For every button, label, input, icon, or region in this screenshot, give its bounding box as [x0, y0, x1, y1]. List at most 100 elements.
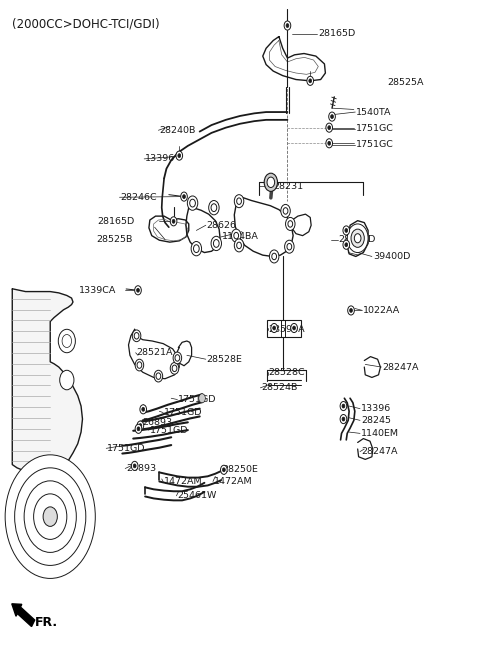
Circle shape — [176, 151, 182, 160]
Circle shape — [137, 289, 139, 292]
Text: 28231: 28231 — [273, 182, 303, 191]
Circle shape — [351, 229, 364, 247]
Circle shape — [331, 115, 334, 119]
Circle shape — [180, 192, 187, 201]
Circle shape — [60, 370, 74, 390]
Text: 28593A: 28593A — [268, 325, 305, 335]
Circle shape — [142, 407, 144, 411]
Circle shape — [309, 79, 312, 83]
Text: 1751GD: 1751GD — [150, 426, 188, 435]
Text: 1751GC: 1751GC — [356, 140, 394, 149]
Text: 28165D: 28165D — [318, 30, 356, 39]
Circle shape — [287, 243, 292, 250]
Text: 28525A: 28525A — [387, 77, 423, 87]
Circle shape — [284, 21, 291, 30]
Circle shape — [182, 195, 185, 199]
Circle shape — [345, 243, 348, 247]
Circle shape — [132, 330, 141, 342]
Circle shape — [172, 219, 175, 223]
Circle shape — [340, 401, 347, 411]
Text: 1140EM: 1140EM — [361, 429, 399, 438]
Circle shape — [269, 250, 279, 263]
Text: 28528E: 28528E — [207, 355, 243, 363]
Text: 1540TA: 1540TA — [356, 108, 392, 117]
Circle shape — [211, 236, 221, 251]
Circle shape — [190, 199, 195, 207]
Circle shape — [329, 112, 336, 121]
Text: 1751GC: 1751GC — [356, 125, 394, 133]
Text: 28528C: 28528C — [268, 368, 305, 377]
Circle shape — [222, 468, 225, 472]
Circle shape — [343, 240, 349, 249]
Circle shape — [135, 424, 142, 434]
Circle shape — [156, 373, 161, 379]
Polygon shape — [12, 289, 83, 475]
Circle shape — [348, 306, 354, 315]
Text: 25461W: 25461W — [178, 491, 217, 501]
Circle shape — [5, 455, 96, 579]
Circle shape — [135, 359, 144, 371]
Circle shape — [214, 239, 219, 247]
Circle shape — [220, 465, 227, 474]
Text: 1022AA: 1022AA — [363, 306, 401, 315]
Circle shape — [173, 352, 181, 364]
Circle shape — [133, 464, 136, 468]
Circle shape — [237, 198, 241, 205]
Circle shape — [154, 370, 163, 382]
Text: (2000CC>DOHC-TCI/GDI): (2000CC>DOHC-TCI/GDI) — [12, 17, 160, 30]
Text: 28524B: 28524B — [261, 383, 298, 392]
Text: 28165D: 28165D — [97, 217, 135, 226]
Circle shape — [349, 308, 352, 312]
Text: 13396: 13396 — [145, 154, 175, 163]
FancyArrow shape — [12, 604, 35, 626]
Circle shape — [199, 394, 205, 403]
Circle shape — [285, 240, 294, 253]
Circle shape — [140, 405, 146, 414]
Circle shape — [211, 204, 217, 212]
Circle shape — [135, 286, 141, 295]
Circle shape — [137, 427, 140, 431]
Circle shape — [231, 229, 241, 242]
Text: 1751GD: 1751GD — [107, 444, 145, 453]
Text: 1751GD: 1751GD — [164, 408, 203, 417]
Circle shape — [237, 242, 241, 249]
Text: 1472AM: 1472AM — [164, 477, 203, 486]
Circle shape — [283, 208, 288, 214]
Text: 39400D: 39400D — [373, 252, 410, 261]
Text: 26893: 26893 — [126, 464, 156, 473]
Circle shape — [132, 461, 138, 470]
Circle shape — [134, 333, 139, 339]
Text: 28246C: 28246C — [120, 193, 157, 202]
Circle shape — [342, 404, 345, 408]
Text: 28245: 28245 — [361, 416, 391, 425]
Circle shape — [354, 234, 361, 243]
Circle shape — [58, 329, 75, 353]
Text: 1751GD: 1751GD — [179, 395, 217, 404]
Bar — [266, 320, 301, 337]
Circle shape — [272, 253, 276, 260]
Circle shape — [288, 220, 293, 227]
Circle shape — [191, 241, 202, 256]
Circle shape — [326, 123, 333, 133]
Circle shape — [293, 326, 296, 330]
Circle shape — [14, 468, 86, 565]
Text: 1154BA: 1154BA — [222, 232, 259, 241]
Circle shape — [347, 224, 368, 253]
Circle shape — [273, 326, 276, 330]
Text: 28240B: 28240B — [159, 126, 196, 134]
Circle shape — [234, 232, 239, 239]
Circle shape — [264, 173, 277, 192]
Circle shape — [209, 201, 219, 215]
Text: 28250E: 28250E — [222, 465, 258, 474]
Circle shape — [43, 507, 57, 526]
Circle shape — [307, 76, 313, 85]
Circle shape — [281, 205, 290, 217]
Circle shape — [343, 226, 349, 235]
Circle shape — [178, 154, 180, 157]
Text: 1472AM: 1472AM — [214, 477, 252, 486]
Text: FR.: FR. — [35, 615, 58, 628]
Circle shape — [286, 24, 289, 28]
Circle shape — [342, 417, 345, 421]
Text: 26893: 26893 — [143, 418, 173, 427]
Text: 28525B: 28525B — [96, 235, 132, 244]
